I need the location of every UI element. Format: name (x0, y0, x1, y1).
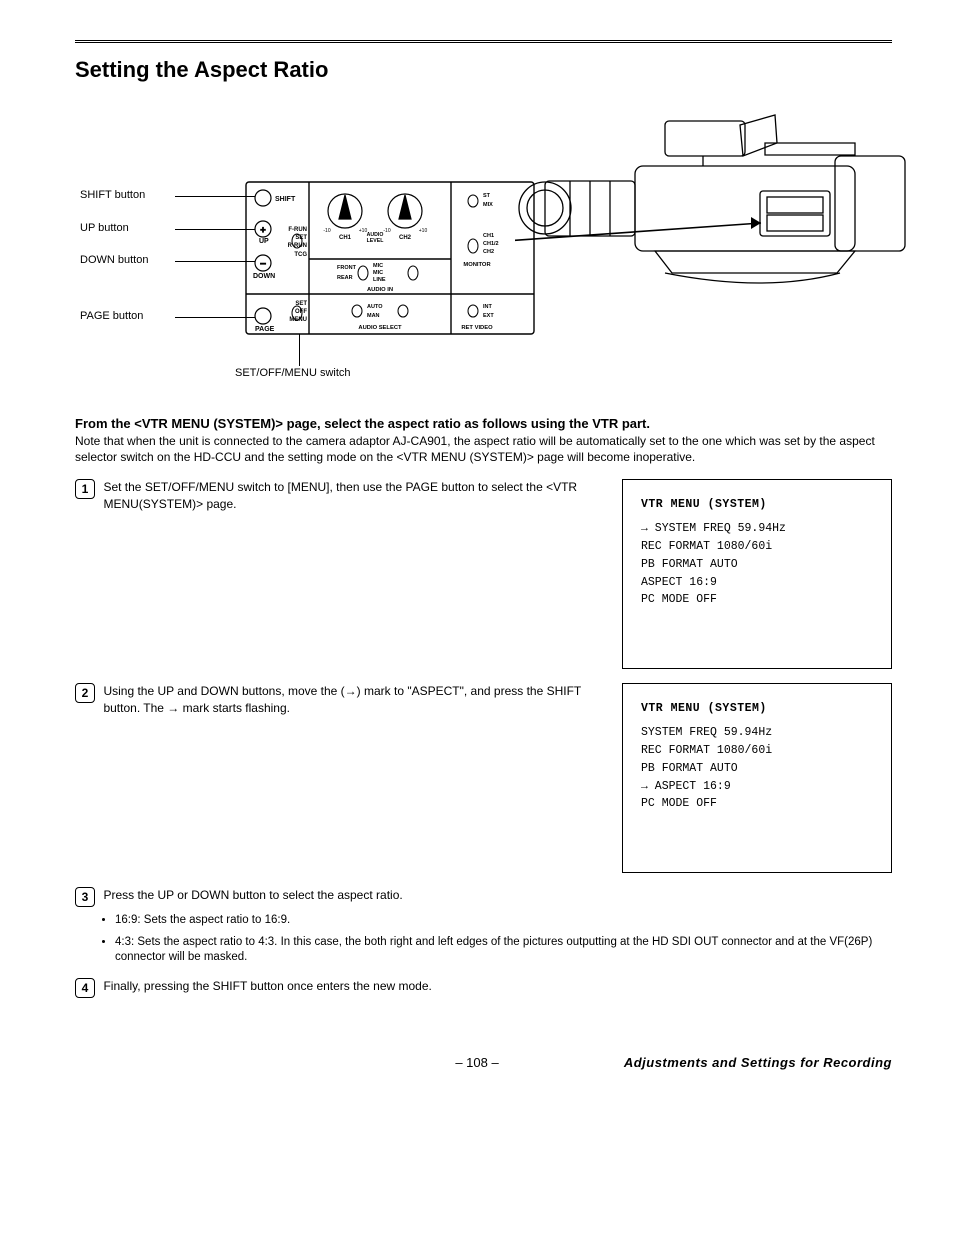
step-4: 4 Finally, pressing the SHIFT button onc… (75, 978, 892, 998)
svg-text:CH1/2: CH1/2 (483, 241, 499, 247)
step-3-bullet-2: 4:3: Sets the aspect ratio to 4:3. In th… (115, 935, 892, 966)
svg-text:−: − (260, 259, 266, 270)
svg-text:+10: +10 (419, 228, 428, 234)
step-1-text: Set the SET/OFF/MENU switch to [MENU], t… (103, 479, 592, 511)
step-number: 1 (75, 479, 95, 499)
manual-page: Setting the Aspect Ratio (0, 0, 954, 1038)
callout-page: PAGE button (80, 310, 143, 324)
camera-illustration (515, 111, 945, 311)
lbl-up: UP (259, 238, 269, 245)
vtr-menu-screen-1: VTR MENU (SYSTEM) → SYSTEM FREQ 59.94Hz … (622, 479, 892, 669)
step-3-text: Press the UP or DOWN button to select th… (103, 887, 402, 903)
svg-text:CH2: CH2 (483, 249, 494, 255)
lbl-down: DOWN (253, 273, 275, 280)
section-footer-label: Adjustments and Settings for Recording (624, 1055, 892, 1070)
svg-text:MONITOR: MONITOR (463, 262, 491, 268)
svg-text:TCG: TCG (294, 252, 307, 258)
svg-text:CH2: CH2 (399, 235, 412, 241)
vtr-menu-screen-2: VTR MENU (SYSTEM) SYSTEM FREQ 59.94Hz RE… (622, 683, 892, 873)
page-title: Setting the Aspect Ratio (75, 57, 892, 83)
lbl-page: PAGE (255, 326, 275, 333)
step-2-text: Using the UP and DOWN buttons, move the … (103, 683, 592, 715)
control-panel-illustration: + − SHIFT UP DOWN PAGE F-RUN SET R-RUN T… (245, 181, 535, 351)
svg-text:MIC: MIC (373, 263, 383, 269)
svg-text:LEVEL: LEVEL (367, 238, 385, 244)
svg-text:-10: -10 (323, 228, 330, 234)
step-3: 3 Press the UP or DOWN button to select … (75, 887, 892, 966)
svg-text:MIC: MIC (373, 270, 383, 276)
svg-text:AUDIO SELECT: AUDIO SELECT (358, 325, 402, 331)
svg-text:ST: ST (483, 193, 491, 199)
svg-text:F-RUN: F-RUN (288, 227, 307, 233)
callout-down: DOWN button (80, 254, 148, 268)
svg-text:+10: +10 (359, 228, 368, 234)
svg-text:CH1: CH1 (339, 235, 352, 241)
step-4-text: Finally, pressing the SHIFT button once … (103, 978, 431, 994)
intro-body: Note that when the unit is connected to … (75, 433, 892, 465)
intro-heading: From the <VTR MENU (SYSTEM)> page, selec… (75, 416, 892, 431)
callout-menu: SET/OFF/MENU switch (235, 367, 395, 381)
step-number: 3 (75, 887, 95, 907)
page-number: – 108 – (455, 1055, 498, 1070)
svg-text:OFF: OFF (295, 309, 307, 315)
svg-text:AUTO: AUTO (367, 304, 383, 310)
callout-shift: SHIFT button (80, 189, 145, 203)
svg-text:MAN: MAN (367, 313, 380, 319)
svg-text:-10: -10 (383, 228, 390, 234)
svg-text:EXT: EXT (483, 313, 494, 319)
svg-text:CH1: CH1 (483, 233, 494, 239)
svg-text:RET VIDEO: RET VIDEO (461, 325, 493, 331)
top-double-rule (75, 40, 892, 43)
callout-up: UP button (80, 222, 129, 236)
svg-text:LINE: LINE (373, 277, 386, 283)
svg-text:AUDIO IN: AUDIO IN (367, 287, 393, 293)
step-2: 2 Using the UP and DOWN buttons, move th… (75, 683, 892, 873)
step-number: 4 (75, 978, 95, 998)
svg-text:SET: SET (295, 235, 307, 241)
svg-text:REAR: REAR (337, 275, 353, 281)
lbl-shift: SHIFT (275, 196, 296, 203)
svg-text:FRONT: FRONT (337, 265, 357, 271)
diagram-area: + − SHIFT UP DOWN PAGE F-RUN SET R-RUN T… (75, 111, 892, 376)
step-3-bullet-1: 16:9: Sets the aspect ratio to 16:9. (115, 913, 892, 929)
svg-text:INT: INT (483, 304, 493, 310)
svg-text:R-RUN: R-RUN (288, 243, 307, 249)
svg-text:SET: SET (295, 301, 307, 307)
svg-text:MIX: MIX (483, 202, 493, 208)
svg-text:+: + (260, 225, 265, 235)
step-1: 1 Set the SET/OFF/MENU switch to [MENU],… (75, 479, 892, 669)
step-number: 2 (75, 683, 95, 703)
svg-text:MENU: MENU (289, 317, 307, 323)
